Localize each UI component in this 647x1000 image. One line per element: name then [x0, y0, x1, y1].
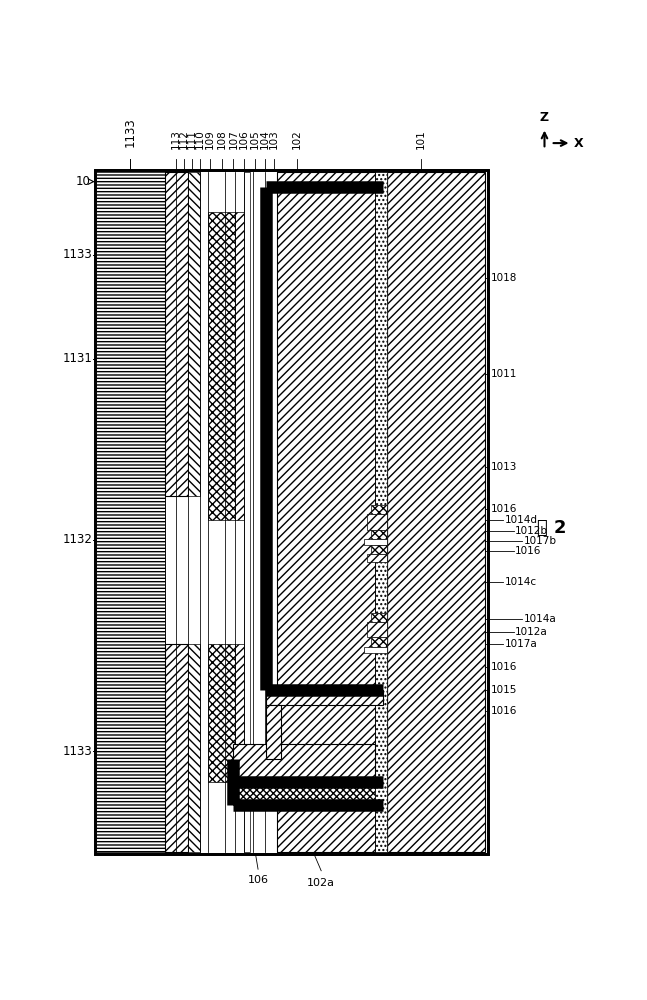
- Text: 106: 106: [239, 130, 249, 149]
- Bar: [387, 172, 485, 852]
- Text: 107: 107: [228, 130, 238, 149]
- Bar: [375, 172, 387, 852]
- Bar: [95, 170, 487, 854]
- Text: 103: 103: [269, 130, 280, 149]
- Bar: [208, 644, 235, 782]
- Bar: [371, 637, 387, 647]
- Text: 105: 105: [250, 130, 260, 149]
- Bar: [367, 514, 387, 530]
- Bar: [364, 539, 387, 545]
- Text: 1011: 1011: [490, 369, 517, 379]
- Bar: [233, 782, 375, 805]
- Bar: [235, 212, 244, 520]
- Text: 101: 101: [416, 130, 426, 149]
- Text: 1014d: 1014d: [505, 515, 538, 525]
- Bar: [367, 554, 387, 562]
- Bar: [96, 172, 165, 852]
- Text: 1133: 1133: [63, 745, 93, 758]
- Bar: [95, 170, 487, 854]
- Text: 1016: 1016: [490, 504, 517, 514]
- Bar: [244, 172, 250, 852]
- Text: 111: 111: [187, 129, 197, 149]
- Bar: [266, 690, 383, 705]
- Text: Z: Z: [540, 111, 549, 124]
- Text: 1018: 1018: [490, 273, 517, 283]
- Text: 106: 106: [248, 875, 269, 885]
- Text: 1132: 1132: [63, 533, 93, 546]
- Bar: [188, 172, 199, 496]
- Bar: [278, 172, 387, 852]
- Bar: [165, 644, 188, 852]
- Text: 1133: 1133: [124, 117, 137, 147]
- Bar: [208, 212, 235, 520]
- Text: 図 2: 図 2: [537, 519, 566, 537]
- Bar: [371, 505, 387, 514]
- Text: 109: 109: [204, 130, 215, 149]
- Text: 1014a: 1014a: [523, 614, 556, 624]
- Text: 113: 113: [171, 129, 181, 149]
- Text: 102a: 102a: [307, 878, 335, 888]
- Text: 10: 10: [75, 175, 90, 188]
- Bar: [371, 530, 387, 539]
- Text: 1012b: 1012b: [515, 526, 548, 536]
- Text: 104: 104: [260, 130, 270, 149]
- Bar: [266, 705, 281, 759]
- Bar: [364, 647, 387, 653]
- Text: 110: 110: [195, 130, 205, 149]
- Bar: [371, 613, 387, 622]
- Bar: [235, 644, 244, 782]
- Bar: [371, 545, 387, 554]
- Text: X: X: [574, 137, 584, 150]
- Text: 1017a: 1017a: [505, 639, 537, 649]
- Text: 1013: 1013: [490, 462, 517, 472]
- Text: 1012a: 1012a: [515, 627, 548, 637]
- Text: 1017b: 1017b: [523, 536, 556, 546]
- Text: 1133: 1133: [63, 248, 93, 261]
- Bar: [188, 644, 199, 852]
- Bar: [367, 622, 387, 637]
- Text: 112: 112: [179, 129, 189, 149]
- Text: 102: 102: [292, 130, 302, 149]
- Text: 1015: 1015: [490, 685, 517, 695]
- Text: 108: 108: [217, 130, 227, 149]
- Text: 1016: 1016: [515, 546, 542, 556]
- Bar: [165, 172, 188, 496]
- Bar: [233, 744, 375, 782]
- Text: 1014c: 1014c: [505, 577, 536, 587]
- Text: 1016: 1016: [490, 662, 517, 672]
- Text: 1131: 1131: [63, 352, 93, 365]
- Text: 1016: 1016: [490, 706, 517, 716]
